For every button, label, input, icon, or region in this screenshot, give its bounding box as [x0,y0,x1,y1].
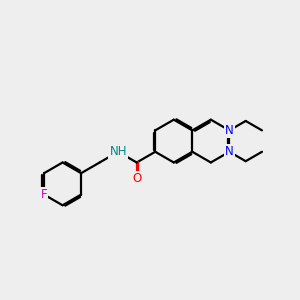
Text: O: O [132,172,141,185]
Text: NH: NH [110,145,127,158]
Text: F: F [41,188,47,201]
Text: N: N [225,145,234,158]
Text: N: N [225,124,234,137]
